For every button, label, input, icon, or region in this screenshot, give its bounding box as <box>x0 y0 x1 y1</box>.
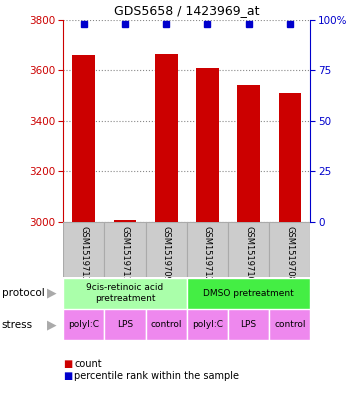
Bar <box>228 222 269 277</box>
Text: protocol: protocol <box>2 288 44 298</box>
Text: GSM1519711: GSM1519711 <box>121 226 130 282</box>
Bar <box>155 54 178 393</box>
Text: percentile rank within the sample: percentile rank within the sample <box>74 371 239 382</box>
Title: GDS5658 / 1423969_at: GDS5658 / 1423969_at <box>114 4 260 17</box>
Bar <box>187 309 228 340</box>
Text: GSM1519710: GSM1519710 <box>244 226 253 282</box>
Bar <box>187 222 228 277</box>
Bar <box>104 309 145 340</box>
Text: polyI:C: polyI:C <box>68 320 99 329</box>
Text: count: count <box>74 358 102 369</box>
Bar <box>269 222 310 277</box>
Bar <box>279 93 301 393</box>
Bar <box>237 85 260 393</box>
Bar <box>196 68 219 393</box>
Text: ▶: ▶ <box>47 286 56 300</box>
Bar <box>73 55 95 393</box>
Text: polyI:C: polyI:C <box>192 320 223 329</box>
Bar <box>114 220 136 393</box>
Text: ▶: ▶ <box>47 318 56 331</box>
Bar <box>104 222 145 277</box>
Text: ■: ■ <box>63 371 73 382</box>
Bar <box>63 309 104 340</box>
Text: control: control <box>274 320 306 329</box>
Bar <box>63 278 187 309</box>
Bar <box>269 309 310 340</box>
Text: 9cis-retinoic acid
pretreatment: 9cis-retinoic acid pretreatment <box>86 283 164 303</box>
Text: DMSO pretreatment: DMSO pretreatment <box>203 289 294 298</box>
Bar <box>145 222 187 277</box>
Text: GSM1519708: GSM1519708 <box>285 226 294 283</box>
Text: LPS: LPS <box>117 320 133 329</box>
Bar <box>228 309 269 340</box>
Text: LPS: LPS <box>240 320 257 329</box>
Bar <box>63 222 104 277</box>
Bar <box>187 278 310 309</box>
Text: GSM1519713: GSM1519713 <box>79 226 88 283</box>
Text: GSM1519712: GSM1519712 <box>203 226 212 282</box>
Bar <box>145 309 187 340</box>
Text: ■: ■ <box>63 358 73 369</box>
Text: control: control <box>151 320 182 329</box>
Text: stress: stress <box>2 320 33 330</box>
Text: GSM1519709: GSM1519709 <box>162 226 171 282</box>
